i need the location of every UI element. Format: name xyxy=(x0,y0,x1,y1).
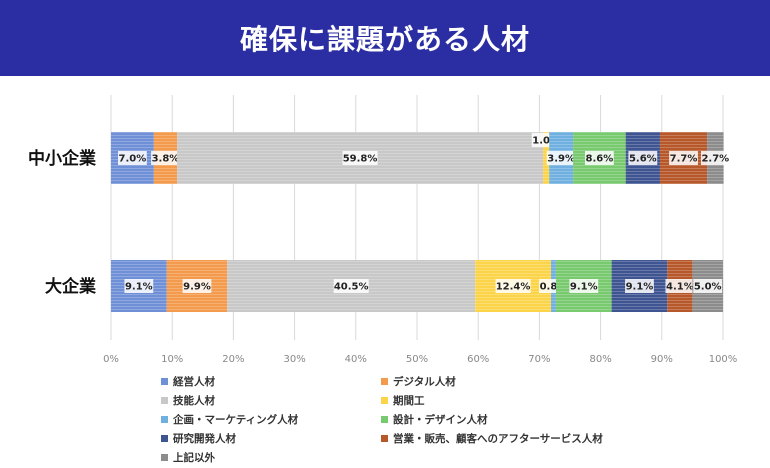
legend-swatch xyxy=(161,378,168,385)
x-tick-label: 10% xyxy=(161,354,183,365)
data-label-bg xyxy=(693,279,723,293)
data-label-bg xyxy=(669,151,698,165)
x-tick-label: 0% xyxy=(103,354,119,365)
data-label: 40.5% xyxy=(334,282,369,293)
data-label: 2.7% xyxy=(701,154,729,165)
data-label: 9.1% xyxy=(125,282,153,293)
data-label: 3.8% xyxy=(152,154,180,165)
data-label: 1.0% xyxy=(532,136,560,147)
data-label-bg xyxy=(700,151,730,165)
legend-swatch xyxy=(161,397,168,404)
x-tick-label: 40% xyxy=(345,354,367,365)
data-label: 8.6% xyxy=(586,154,614,165)
x-tick-label: 100% xyxy=(709,354,738,365)
x-tick-label: 20% xyxy=(222,354,244,365)
data-label-bg xyxy=(569,279,599,293)
data-label-bg xyxy=(628,151,658,165)
data-label-bg xyxy=(182,279,212,293)
legend-swatch xyxy=(161,435,168,442)
data-label-bg xyxy=(118,151,147,165)
data-label-bg xyxy=(584,151,614,165)
data-label: 7.7% xyxy=(670,154,698,165)
chart-title-banner: 確保に課題がある人材 xyxy=(0,0,770,76)
chart-title: 確保に課題がある人材 xyxy=(239,23,530,56)
legend-label: 経営人材 xyxy=(173,375,215,388)
data-label-bg xyxy=(124,279,154,293)
x-tick-label: 90% xyxy=(651,354,673,365)
data-label: 4.1% xyxy=(666,282,694,293)
data-label-bg xyxy=(665,279,695,293)
data-label-bg xyxy=(151,151,180,165)
data-label: 0.8% xyxy=(540,282,568,293)
bar-segment-texture xyxy=(543,132,550,184)
legend-label: 研究開発人材 xyxy=(173,432,236,445)
x-tick-label: 30% xyxy=(283,354,305,365)
legend-swatch xyxy=(161,454,168,461)
x-tick-label: 50% xyxy=(406,354,428,365)
legend-swatch xyxy=(381,397,388,404)
category-label: 中小企業 xyxy=(28,148,96,169)
legend-label: 技能人材 xyxy=(173,394,215,407)
legend-label: デジタル人材 xyxy=(393,375,456,388)
legend-label: 営業・販売、顧客へのアフターサービス人材 xyxy=(393,432,603,445)
x-tick-label: 70% xyxy=(528,354,550,365)
data-label-bg xyxy=(495,279,531,293)
legend-swatch xyxy=(381,416,388,423)
data-label: 9.1% xyxy=(570,282,598,293)
data-label: 12.4% xyxy=(496,282,531,293)
legend-swatch xyxy=(161,416,168,423)
data-label: 9.9% xyxy=(183,282,211,293)
x-tick-label: 60% xyxy=(467,354,489,365)
x-axis-ticks: 0% 10% 20% 30% 40% 50% 60% 70% 80% 90% 100% xyxy=(103,354,737,365)
data-label-bg xyxy=(333,279,369,293)
legend-swatch xyxy=(381,378,388,385)
data-label-bg xyxy=(342,151,378,165)
legend-label: 設計・デザイン人材 xyxy=(393,413,488,426)
data-label: 59.8% xyxy=(343,154,378,165)
category-label: 大企業 xyxy=(45,276,96,297)
data-label: 5.0% xyxy=(694,282,722,293)
data-label: 5.6% xyxy=(629,154,657,165)
data-label: 7.0% xyxy=(119,154,147,165)
data-label-bg xyxy=(625,279,654,293)
legend-label: 期間工 xyxy=(393,394,425,407)
data-label: 9.1% xyxy=(626,282,654,293)
legend-label: 企画・マーケティング人材 xyxy=(172,413,299,426)
bars: 7.0% 3.8% 59.8% 1.0% 3.9% 8.6% 5.6% 7.7% 2.7% 9.1… xyxy=(111,132,730,312)
legend-label: 上記以外 xyxy=(173,451,215,464)
data-label: 3.9% xyxy=(547,154,575,165)
data-label-bg xyxy=(546,151,576,165)
x-tick-label: 80% xyxy=(589,354,611,365)
legend-swatch xyxy=(381,435,388,442)
